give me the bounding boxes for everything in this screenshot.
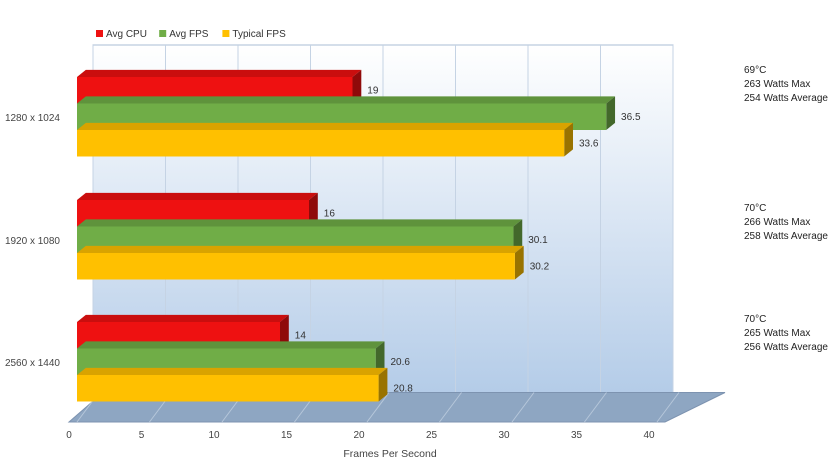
legend-label: Typical FPS (232, 29, 286, 40)
legend-item: Avg CPU (96, 29, 147, 40)
legend: Avg CPU Avg FPS Typical FPS (96, 29, 286, 40)
x-tick-label: 35 (571, 430, 583, 441)
x-tick-label: 0 (66, 430, 72, 441)
data-label: 36.5 (621, 112, 641, 123)
bar-top-face (77, 314, 289, 322)
data-label: 20.8 (393, 383, 413, 394)
annotation-line: 266 Watts Max (744, 217, 810, 228)
bar-top-face (77, 367, 388, 375)
x-tick-label: 5 (139, 430, 145, 441)
bar-side-face (606, 96, 616, 130)
legend-label: Avg FPS (169, 29, 209, 40)
legend-label: Avg CPU (106, 29, 147, 40)
annotation-block: 69°C 263 Watts Max 254 Watts Average (744, 65, 828, 104)
bar-side-face (513, 219, 523, 253)
x-axis-title: Frames Per Second (343, 448, 437, 460)
annotations: 69°C 263 Watts Max 254 Watts Average 70°C 26… (744, 65, 828, 353)
bar-top-face (77, 341, 385, 349)
annotation-line: 254 Watts Average (744, 93, 828, 104)
data-labels: 19 36.5 33.6 16 30.1 30.2 14 20.6 20.8 (295, 85, 641, 394)
floor-gridline (366, 392, 390, 423)
annotation-block: 70°C 265 Watts Max 256 Watts Average (744, 314, 828, 353)
bar-front-face (77, 130, 565, 157)
x-tick-label: 25 (426, 430, 438, 441)
category-label: 1920 x 1080 (5, 236, 60, 247)
data-label: 16 (324, 208, 336, 219)
annotation-line: 258 Watts Average (744, 231, 828, 242)
bar-side-face (309, 192, 318, 227)
bar-typical-fps-1 (77, 245, 524, 280)
annotation-line: 256 Watts Average (744, 342, 828, 353)
bar-side-face (375, 341, 385, 375)
x-tick-label: 30 (498, 430, 510, 441)
x-tick-label: 20 (353, 430, 365, 441)
bar-top-face (77, 69, 362, 77)
bar-top-face (77, 192, 318, 200)
annotation-block: 70°C 266 Watts Max 258 Watts Average (744, 203, 828, 242)
category-labels: 1280 x 1024 1920 x 1080 2560 x 1440 (5, 113, 60, 369)
annotation-line: 265 Watts Max (744, 328, 810, 339)
annotation-line: 70°C (744, 203, 766, 214)
bar-side-face (378, 367, 388, 402)
legend-swatch (222, 30, 230, 37)
annotation-line: 70°C (744, 314, 766, 325)
data-label: 14 (295, 330, 307, 341)
data-label: 30.1 (528, 235, 548, 246)
floor-gridline (439, 392, 462, 423)
legend-swatch (159, 30, 167, 37)
bar-front-face (77, 253, 515, 280)
category-label: 2560 x 1440 (5, 358, 60, 369)
legend-item: Typical FPS (222, 29, 286, 40)
data-label: 19 (367, 85, 379, 96)
data-label: 30.2 (530, 261, 550, 272)
data-label: 33.6 (579, 138, 599, 149)
floor-gridline (656, 392, 680, 423)
legend-item: Avg FPS (159, 29, 209, 40)
bar-typical-fps-2 (77, 367, 388, 402)
floor-gridline (511, 392, 535, 423)
x-axis-ticks: 0 5 10 15 20 25 30 35 40 (66, 430, 655, 441)
x-tick-label: 40 (643, 430, 655, 441)
category-label: 1280 x 1024 (5, 113, 60, 124)
x-tick-label: 15 (281, 430, 293, 441)
x-tick-label: 10 (208, 430, 220, 441)
bar-top-face (77, 245, 524, 253)
bar-side-face (564, 122, 573, 157)
legend-swatch (96, 30, 103, 37)
bar-side-face (280, 314, 289, 349)
bar-side-face (514, 245, 524, 280)
bar-top-face (77, 96, 616, 104)
floor-gridline (584, 392, 607, 423)
bar-top-face (77, 219, 523, 227)
annotation-line: 263 Watts Max (744, 79, 810, 90)
data-label: 20.6 (391, 357, 411, 368)
bar-typical-fps-0 (77, 122, 573, 157)
bar-front-face (77, 375, 379, 402)
bar-top-face (77, 122, 573, 130)
bar-side-face (352, 69, 362, 104)
annotation-line: 69°C (744, 65, 766, 76)
bars (77, 69, 616, 402)
